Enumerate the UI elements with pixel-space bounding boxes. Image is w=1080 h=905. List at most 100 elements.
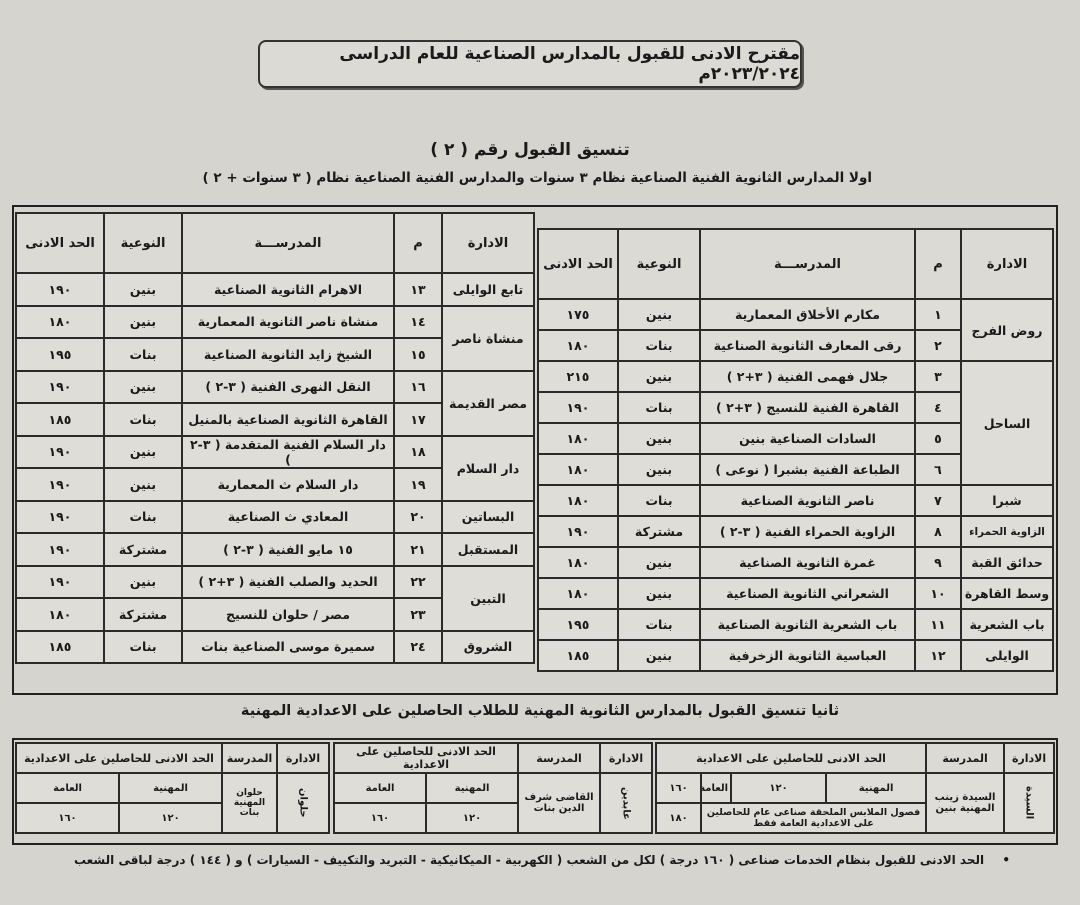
school-name: الزاوية الحمراء الفنية ( ٣-٢ ) [699,515,916,548]
table-row: ٦ الطباعة الفنية بشبرا ( نوعى ) بنين ١٨٠ [537,453,1053,486]
admin-cell: الزاوية الحمراء [960,515,1054,548]
table-row: ٢٣ مصر / حلوان للنسيج مشتركة ١٨٠ [15,597,534,632]
school-name: مكارم الأخلاق المعمارية [699,298,916,331]
school-type: بنين [103,369,183,404]
general-label: العامة [700,772,733,804]
admin-cell: تابع الوايلى [441,272,535,307]
vocational-min: ١٢٠ [118,802,224,834]
table-row: ٥ السادات الصناعية بنين بنين ١٨٠ [537,422,1053,455]
row-number: ١٤ [393,304,443,339]
admin-cell: باب الشعرية [960,608,1054,641]
admin-cell: السيدة [1003,772,1056,834]
school-type: بنات [617,391,701,424]
vocational-table-abdeen: الادارة المدرسة الحد الادنى للحاصلين على… [332,742,654,834]
admin-cell: حدائق القبة [960,546,1054,579]
row-number: ٥ [914,422,962,455]
clothing-classes-min: ١٨٠ [654,802,703,834]
vocational-min: ١٢٠ [730,772,828,804]
row-number: ١٧ [393,402,443,437]
header-min: الحد الادنى للحاصلين على الاعدادية [332,742,520,774]
school-name: دار السلام الفنية المتقدمة ( ٣-٢ ) [181,434,395,469]
table-row: مصر القديمة ١٦ النقل النهرى الفنية ( ٣-٢ )… [15,369,535,437]
admin-cell: الشروق [441,629,535,664]
school-name: النقل النهرى الفنية ( ٣-٢ ) [181,369,395,404]
row-number: ١٣ [393,272,443,307]
min-score: ١٨٠ [537,329,619,362]
min-score: ١٩٠ [15,532,105,567]
school-type: بنين [617,577,701,610]
general-min: ١٦٠ [332,802,428,834]
row-number: ٩ [914,546,962,579]
school-name: جلال فهمى الفنية ( ٣+٢ ) [699,360,916,393]
school-type: بنين [617,546,701,579]
min-score: ١٨٠ [537,577,619,610]
school-name: السادات الصناعية بنين [699,422,916,455]
school-cell: السيدة زينب المهنية بنين [925,772,1006,834]
school-name: القاهرة الفنية للنسيج ( ٣+٢ ) [699,391,916,424]
school-name: مصر / حلوان للنسيج [181,597,395,632]
header-type: النوعية [103,212,183,274]
header-num: م [393,212,443,274]
school-name: ناصر الثانوية الصناعية [699,484,916,517]
school-name: ١٥ مايو الفنية ( ٣-٢ ) [181,532,395,567]
school-name: الشعراني الثانوية الصناعية [699,577,916,610]
min-score: ١٩٠ [15,564,105,599]
school-type: بنين [103,272,183,307]
general-label: العامة [332,772,428,804]
schools-table-right: الادارة م المدرســـة النوعية الحد الادنى… [537,228,1054,672]
min-score: ١٩٠ [15,499,105,534]
general-label: العامة [14,772,121,804]
bullet-icon: • [1002,853,1010,867]
header-admin: الادارة [441,212,535,274]
vocational-min: ١٢٠ [425,802,520,834]
row-number: ٢ [914,329,962,362]
header-school: المدرســـة [699,228,916,300]
header-school: المدرســـة [181,212,395,274]
table-row: الوايلى ١٢ العباسية الثانوية الزخرفية بنين ١… [537,639,1054,672]
admin-cell: منشاة ناصر [441,304,535,372]
table-row: البساتين ٢٠ المعادي ث الصناعية بنات ١٩٠ [15,499,535,534]
table-row: روض الفرج ١ مكارم الأخلاق المعمارية بنين ١٧٥ [537,298,1054,362]
table-row: ١٥ الشيخ زايد الثانوية الصناعية بنات ١٩٥ [15,337,534,372]
table-row: الشروق ٢٤ سميرة موسى الصناعية بنات بنات ١٨٥ [15,629,535,664]
general-min: ١٦٠ [14,802,121,834]
school-type: بنات [103,402,183,437]
table-row: الزاوية الحمراء ٨ الزاوية الحمراء الفنية (… [537,515,1054,548]
footer-note-text: الحد الادنى للقبول بنظام الخدمات صناعى (… [73,853,985,867]
coordination-title: تنسيق القبول رقم ( ٢ ) [430,140,630,160]
admin-cell: شبرا [960,484,1054,517]
vocational-label: المهنية [425,772,520,804]
school-type: بنات [617,608,701,641]
school-name: الاهرام الثانوية الصناعية [181,272,395,307]
admin-cell: المستقبل [441,532,535,567]
row-number: ٢٤ [393,629,443,664]
header-num: م [914,228,962,300]
admin-cell: مصر القديمة [441,369,535,437]
section2-title: ثانيا تنسيق القبول بالمدارس الثانوية الم… [240,703,840,719]
school-type: بنين [103,467,183,502]
min-score: ١٨٠ [537,546,619,579]
min-score: ١٨٠ [537,422,619,455]
header-admin: الادارة [960,228,1054,300]
row-number: ١٠ [914,577,962,610]
header-school: المدرسة [925,742,1006,774]
min-score: ١٩٠ [15,272,105,307]
admin-cell: الساحل [960,360,1054,486]
header-admin: الادارة [276,742,331,774]
header-school: المدرسة [221,742,279,774]
admin-cell: التبين [441,564,535,632]
min-score: ١٨٥ [537,639,619,672]
header-admin: الادارة [1003,742,1056,774]
row-number: ٢٠ [393,499,443,534]
header-min: الحد الادنى للحاصلين على الاعدادية [14,742,224,774]
school-name: دار السلام ث المعمارية [181,467,395,502]
min-score: ١٩٠ [15,467,105,502]
admin-cell: عابدين [599,772,654,834]
vocational-label: المهنية [825,772,928,804]
row-number: ٢٣ [393,597,443,632]
school-type: بنين [617,453,701,486]
general-min: ١٦٠ [654,772,703,804]
header-school: المدرسة [517,742,602,774]
row-number: ١٢ [914,639,962,672]
admin-cell: حلوان [276,772,331,834]
